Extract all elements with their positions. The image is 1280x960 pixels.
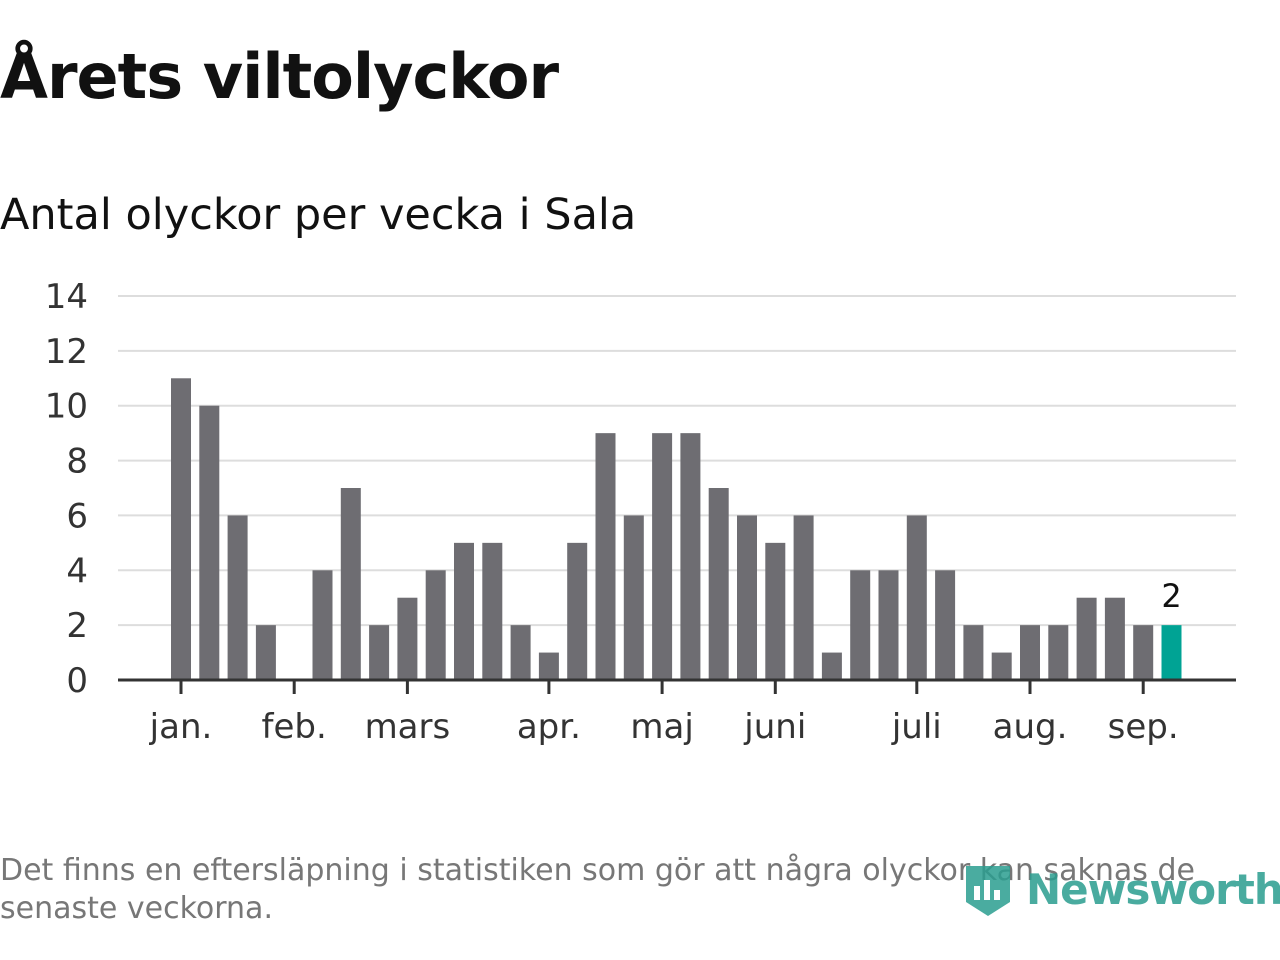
bar (340, 488, 361, 680)
y-tick-label: 2 (66, 606, 88, 646)
chart-subtitle: Antal olyckor per vecka i Sala (0, 190, 637, 240)
bar (255, 625, 276, 680)
y-tick-label: 14 (45, 277, 88, 317)
bar (623, 515, 644, 680)
x-tick-label: mars (365, 707, 451, 747)
bar (369, 625, 390, 680)
y-tick-label: 12 (45, 332, 88, 372)
y-tick-label: 0 (66, 661, 88, 701)
bar (1076, 597, 1097, 680)
bar (1104, 597, 1125, 680)
x-tick-label: juni (743, 707, 806, 747)
bar (312, 570, 333, 680)
bar (1020, 625, 1040, 680)
bar (199, 405, 220, 680)
bar (227, 515, 248, 680)
bar (397, 597, 418, 680)
x-tick-label: maj (630, 707, 693, 747)
bar (1048, 625, 1069, 680)
bar (821, 652, 842, 680)
bar (935, 570, 956, 680)
y-tick-label: 10 (45, 387, 88, 427)
bar-chart: 0 2 4 6 8 10 12 14 2 jan. feb. mars apr. maj juni juli a… (45, 277, 1236, 747)
x-tick-label: juli (891, 707, 942, 747)
bar (680, 433, 701, 680)
bar-highlight (1161, 625, 1182, 680)
bar (878, 570, 899, 680)
bar (1133, 625, 1154, 680)
chart-title: Årets viltolyckor (0, 40, 559, 113)
bar (793, 515, 814, 680)
bar (595, 433, 616, 680)
x-tick-label: sep. (1108, 707, 1179, 747)
bar (963, 625, 984, 680)
bar (454, 542, 474, 680)
y-tick-label: 8 (66, 442, 88, 482)
bar (510, 625, 531, 680)
y-tick-label: 4 (66, 551, 88, 591)
bar (567, 542, 588, 680)
y-tick-label: 6 (66, 496, 88, 536)
bar (708, 488, 729, 680)
bar (171, 378, 191, 680)
bar (652, 433, 673, 680)
newsworthy-logo: Newsworthy (962, 858, 1280, 920)
x-tick-label: jan. (149, 707, 213, 747)
bar (991, 652, 1012, 680)
bar (425, 570, 446, 680)
newsworthy-logo-icon (966, 866, 1010, 916)
data-label: 2 (1161, 577, 1181, 615)
bar (906, 515, 927, 680)
x-tick-label: apr. (517, 707, 581, 747)
x-tick-label: aug. (993, 707, 1068, 747)
bar (538, 652, 559, 680)
bar (737, 515, 757, 680)
bar (850, 570, 871, 680)
logo-text: Newsworthy (1026, 864, 1280, 914)
x-tick-label: feb. (262, 707, 327, 747)
bar (482, 542, 503, 680)
bar (765, 542, 786, 680)
